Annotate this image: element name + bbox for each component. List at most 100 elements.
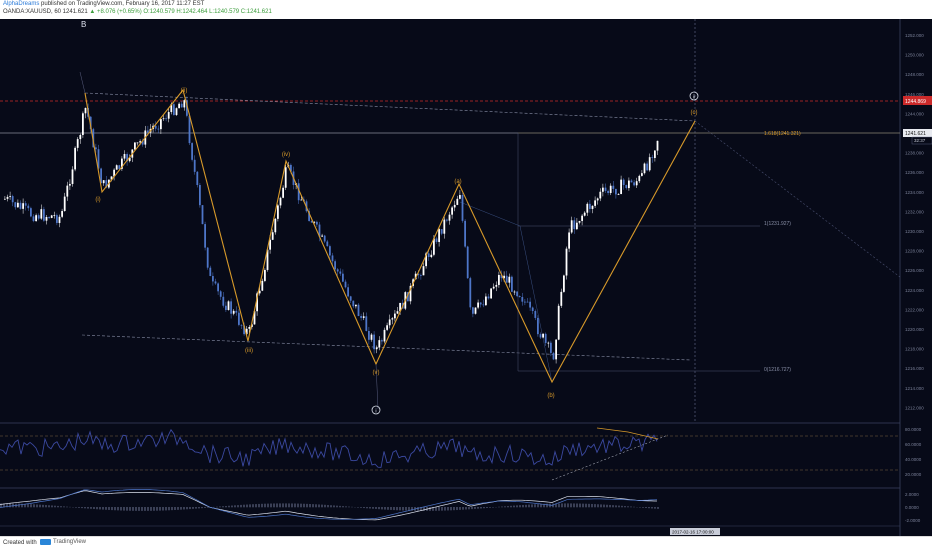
osc1-tick-label: 80.0000 xyxy=(905,427,922,432)
osc2-bar xyxy=(219,506,221,507)
candle-body xyxy=(579,221,581,223)
red-price-tag: 1244.869 xyxy=(905,99,926,105)
osc2-bar xyxy=(27,504,29,507)
price-tick-label: 1222.000 xyxy=(905,307,924,312)
osc2-bar xyxy=(594,504,596,507)
osc2-bar xyxy=(264,504,266,508)
osc2-bar xyxy=(153,507,155,511)
osc2-bar xyxy=(612,505,614,507)
osc2-bar xyxy=(468,507,470,509)
osc2-bar xyxy=(588,504,590,507)
osc2-bar xyxy=(123,507,125,511)
candle-body xyxy=(59,217,61,223)
candle-body xyxy=(35,215,37,221)
fib-label-1: 1(1231.927) xyxy=(764,221,791,227)
osc2-bar xyxy=(120,507,122,511)
osc2-bar xyxy=(57,506,59,507)
osc2-bar xyxy=(66,507,68,508)
osc2-bar xyxy=(330,505,332,507)
osc2-bar xyxy=(465,507,467,510)
osc2-bar xyxy=(258,504,260,507)
candle-body xyxy=(620,180,622,194)
wave-label-ii-minor: (ii) xyxy=(181,88,188,94)
osc2-bar xyxy=(651,507,653,508)
osc2-bar xyxy=(240,505,242,507)
candle-body xyxy=(563,276,565,292)
candle-body xyxy=(371,335,373,340)
osc2-bar xyxy=(339,506,341,507)
candle-body xyxy=(209,268,211,276)
osc2-bar xyxy=(474,507,476,509)
price-tick-label: 1214.000 xyxy=(905,386,924,391)
osc2-histogram xyxy=(0,503,659,510)
candle-body xyxy=(277,205,279,218)
tradingview-brand[interactable]: TradingView xyxy=(40,539,86,545)
candle-body xyxy=(95,147,97,149)
candle-body xyxy=(482,304,484,305)
candle-body xyxy=(64,197,66,211)
candle-body xyxy=(220,291,222,296)
candle-body xyxy=(651,157,653,158)
osc2-bar xyxy=(462,507,464,510)
osc2-bar xyxy=(42,505,44,507)
chart-svg[interactable]: B (i) (ii) (iii) (iv) (v) (a) (b) (c) i … xyxy=(0,19,932,536)
candle-body xyxy=(77,139,79,148)
candle-body xyxy=(584,213,586,216)
candle-body xyxy=(623,180,625,185)
candle-body xyxy=(436,238,438,242)
price-tick-label: 1212.000 xyxy=(905,405,924,410)
candle-body xyxy=(316,222,318,225)
lower-trendline xyxy=(82,335,690,360)
osc2-bar xyxy=(192,507,194,509)
osc2-bar xyxy=(435,507,437,511)
osc2-bar xyxy=(207,507,209,508)
candle-body xyxy=(386,325,388,330)
chart-area[interactable]: B (i) (ii) (iii) (iv) (v) (a) (b) (c) i … xyxy=(0,19,932,536)
candle-body xyxy=(394,314,396,319)
wave-label-i-minor: (i) xyxy=(95,197,100,203)
candle-body xyxy=(235,311,237,313)
osc2-bar xyxy=(642,507,644,508)
osc2-bar xyxy=(486,507,488,508)
candle-body xyxy=(495,285,497,287)
osc2-bar xyxy=(99,507,101,509)
candle-body xyxy=(155,126,157,129)
candle-body xyxy=(449,215,451,221)
candle-body xyxy=(342,274,344,282)
osc2-bar xyxy=(36,504,38,507)
candle-body xyxy=(337,269,339,271)
candle-body xyxy=(641,173,643,176)
candle-body xyxy=(157,129,159,130)
candle-body xyxy=(381,340,383,341)
osc2-bar xyxy=(417,507,419,511)
osc2-bar xyxy=(384,507,386,510)
osc2-bar xyxy=(537,504,539,507)
candle-body xyxy=(347,287,349,296)
osc2-bar xyxy=(186,507,188,509)
candle-body xyxy=(428,253,430,257)
candle-body xyxy=(493,287,495,289)
candles xyxy=(4,96,658,363)
osc2-bar xyxy=(621,506,623,507)
candle-body xyxy=(358,305,360,316)
candle-body xyxy=(4,199,6,200)
wave-label-b: (b) xyxy=(547,393,554,399)
created-with-text: Created with xyxy=(3,540,37,546)
candle-body xyxy=(17,203,19,207)
osc2-bar xyxy=(255,504,257,507)
wave-label-circle-i: i xyxy=(375,409,376,415)
candle-body xyxy=(40,209,42,218)
osc2-bar xyxy=(252,504,254,507)
author-link[interactable]: AlphaDreams xyxy=(3,1,39,7)
candle-body xyxy=(79,135,81,139)
candle-body xyxy=(168,112,170,119)
osc2-bar xyxy=(639,507,641,508)
osc2-bar xyxy=(138,507,140,511)
osc2-bar xyxy=(132,507,134,511)
candle-body xyxy=(636,181,638,185)
osc2-bar xyxy=(228,506,230,508)
candle-body xyxy=(524,302,526,303)
candle-body xyxy=(324,236,326,242)
price-tick-label: 1238.000 xyxy=(905,151,924,156)
osc2-bar xyxy=(345,506,347,507)
